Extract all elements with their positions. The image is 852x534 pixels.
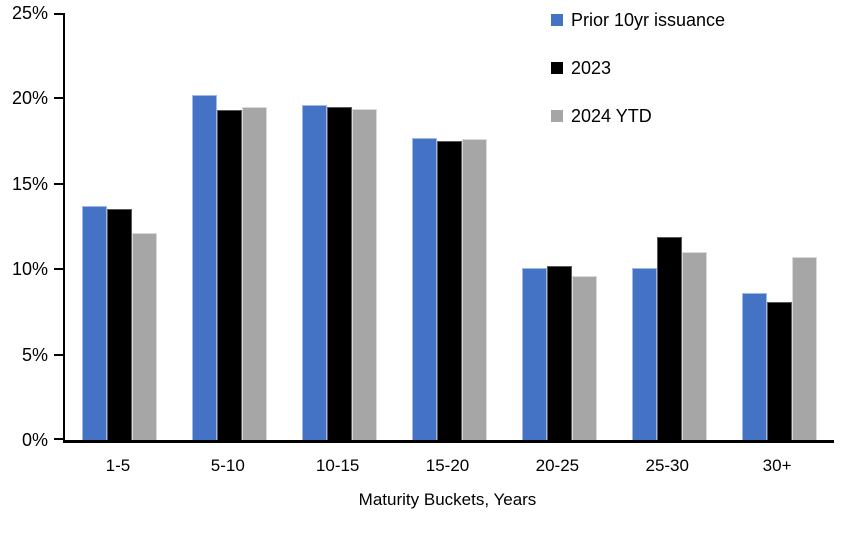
- bar-prior-10yr-issuance-15-20: [412, 137, 437, 440]
- y-axis-tick-25: [54, 13, 63, 15]
- bar-2024-ytd-25-30: [681, 252, 707, 440]
- legend-item-2024-ytd: 2024 YTD: [551, 105, 725, 126]
- bar-prior-10yr-issuance-5-10: [192, 95, 218, 440]
- y-axis-label-25: 25%: [11, 3, 48, 23]
- bar-groups: [65, 13, 834, 440]
- y-axis-tick-20: [54, 97, 63, 100]
- bar-group-15-20: [395, 13, 505, 440]
- bar-2024-ytd-20-25: [571, 276, 597, 440]
- bar-group-20-25: [504, 13, 614, 440]
- x-axis-label-30: 30+: [762, 456, 792, 475]
- bar-prior-10yr-issuance-20-25: [521, 267, 547, 440]
- legend-swatch-icon: [551, 62, 563, 74]
- bar-2024-ytd-10-15: [352, 108, 378, 440]
- x-axis-label-10-15: 10-15: [315, 456, 360, 475]
- bar-2024-ytd-15-20: [462, 139, 487, 440]
- x-axis-label-1-5: 1-5: [105, 456, 131, 475]
- bar-group-25-30: [614, 13, 724, 440]
- legend-item-prior-10yr-issuance: Prior 10yr issuance: [551, 9, 726, 30]
- bar-2023-15-20: [437, 141, 462, 440]
- bar-prior-10yr-issuance-30: [741, 293, 767, 440]
- y-axis-tick-10: [54, 268, 63, 271]
- bar-group-30: [724, 13, 834, 440]
- bar-group-5-10: [175, 13, 285, 440]
- y-axis-tick-0: [54, 438, 63, 440]
- x-axis-label-15-20: 15-20: [425, 456, 470, 475]
- bar-2023-20-25: [546, 265, 572, 440]
- bar-2023-10-15: [327, 106, 353, 440]
- y-axis-label-20: 20%: [11, 88, 48, 109]
- legend-swatch-icon: [551, 110, 563, 122]
- x-axis-tick-labels: 1-5 5-10 10-15 15-20 20-25 25-30 30+: [63, 456, 832, 476]
- bar-group-10-15: [285, 13, 395, 440]
- legend-swatch-icon: [551, 14, 563, 26]
- legend-label: 2023: [571, 57, 612, 78]
- y-axis-label-0: 0%: [21, 430, 48, 450]
- y-axis-label-10: 10%: [11, 259, 48, 280]
- x-axis-label-25-30: 25-30: [645, 456, 689, 475]
- y-axis-label-15: 15%: [11, 173, 48, 194]
- legend-label: 2024 YTD: [571, 105, 652, 126]
- legend-label: Prior 10yr issuance: [571, 9, 726, 30]
- bar-2023-5-10: [217, 110, 243, 440]
- bar-2024-ytd-30: [791, 257, 817, 440]
- bar-2024-ytd-1-5: [132, 233, 158, 440]
- x-axis-label-20-25: 20-25: [535, 456, 580, 475]
- legend-item-2023: 2023: [551, 57, 725, 78]
- bar-prior-10yr-issuance-25-30: [631, 267, 657, 440]
- bar-prior-10yr-issuance-1-5: [82, 206, 108, 440]
- bar-prior-10yr-issuance-10-15: [302, 105, 328, 440]
- bar-2023-25-30: [656, 236, 682, 440]
- x-axis-title: Maturity Buckets, Years: [358, 490, 537, 509]
- y-axis-tick-15: [54, 182, 63, 185]
- bar-2024-ytd-5-10: [242, 106, 268, 440]
- bar-2023-1-5: [107, 209, 133, 440]
- legend: Prior 10yr issuance 2023 2024 YTD: [551, 9, 726, 155]
- x-axis-label-5-10: 5-10: [210, 456, 245, 475]
- y-axis-label-5: 5%: [21, 344, 48, 365]
- bar-2023-30: [766, 301, 792, 440]
- y-axis-tick-5: [54, 353, 63, 356]
- plot-area: [54, 13, 834, 443]
- bar-group-1-5: [65, 13, 175, 440]
